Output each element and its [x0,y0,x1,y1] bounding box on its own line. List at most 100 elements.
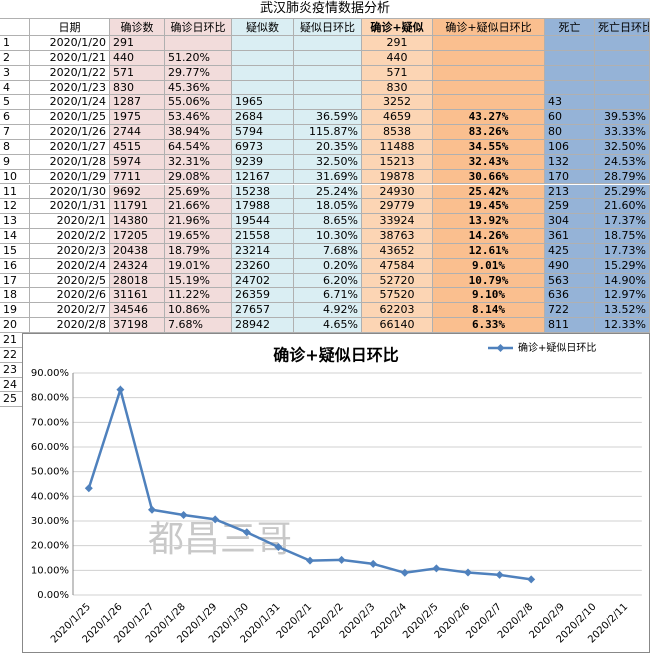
table-cell: 60 [545,110,595,126]
table-cell: 18.79% [165,243,232,259]
table-cell: 57520 [362,288,433,304]
table-cell: 4515 [110,139,165,155]
table-cell: 9692 [110,184,165,200]
table-cell: 23214 [232,243,294,259]
y-tick-label: 50.00% [31,467,69,478]
table-cell: 291 [110,36,165,51]
table-cell: 23260 [232,258,294,274]
legend-label: 确诊+疑似日环比 [518,341,596,354]
table-cell: 6.20% [294,273,362,289]
y-tick-label: 20.00% [31,541,69,552]
table-cell: 51.20% [165,50,232,66]
table-cell: 2020/1/20 [30,36,110,51]
table-cell: 106 [545,139,595,155]
marker [337,555,346,564]
table-cell [595,95,650,111]
table-cell: 11791 [110,199,165,215]
table-cell: 34546 [110,303,165,319]
table-cell: 2020/2/6 [30,288,110,304]
table-cell: 32.43% [433,154,545,170]
table-cell: 213 [545,184,595,200]
marker [274,543,283,552]
table-cell: 259 [545,199,595,215]
row-number: 18 [0,288,30,304]
table-cell: 4.92% [294,303,362,319]
table-cell [232,65,294,81]
header-cell: 疑似日环比 [294,18,362,36]
table-cell: 25.29% [595,184,650,200]
table-cell [545,65,595,81]
table-cell: 39.53% [595,110,650,126]
table-cell: 25.69% [165,184,232,200]
table-cell: 24930 [362,184,433,200]
table-cell: 43 [545,95,595,111]
table-cell: 64.54% [165,139,232,155]
table-cell: 636 [545,288,595,304]
header-cell [0,18,30,36]
table-cell: 15213 [362,154,433,170]
table-cell: 2020/1/22 [30,65,110,81]
table-cell: 20.35% [294,139,362,155]
table-cell: 2020/1/23 [30,80,110,96]
marker [464,568,472,577]
table-cell [232,80,294,96]
table-cell: 1975 [110,110,165,126]
table-cell: 9.01% [433,258,545,274]
table-cell: 6.71% [294,288,362,304]
table-cell: 2020/1/26 [30,125,110,140]
table-cell: 15.19% [165,273,232,289]
table-cell: 170 [545,169,595,185]
table-cell: 12167 [232,169,294,185]
table-cell: 12.97% [595,288,650,304]
table-cell: 811 [545,318,595,333]
table-cell: 47584 [362,258,433,274]
table-cell: 8.14% [433,303,545,319]
marker [179,511,188,520]
table-cell: 15238 [232,184,294,200]
table-cell: 7711 [110,169,165,185]
table-cell: 9239 [232,154,294,170]
table-cell: 17.73% [595,243,650,259]
table-cell: 21.66% [165,199,232,215]
table-cell: 38763 [362,229,433,244]
table-cell: 80 [545,125,595,140]
row-number: 14 [0,229,30,244]
row-number: 20 [0,318,30,333]
table-cell [294,50,362,66]
table-cell: 2020/1/25 [30,110,110,126]
table-cell: 29.77% [165,65,232,81]
table-cell: 14.26% [433,229,545,244]
table-cell: 13.92% [433,214,545,230]
table-cell [433,50,545,66]
table-cell [294,80,362,96]
table-cell: 5794 [232,125,294,140]
table-cell: 9.10% [433,288,545,304]
table-cell: 19544 [232,214,294,230]
table-cell [545,80,595,96]
table-cell: 14380 [110,214,165,230]
table-cell: 25.42% [433,184,545,200]
table-cell: 2020/2/5 [30,273,110,289]
table-cell: 115.87% [294,125,362,140]
table-cell: 6973 [232,139,294,155]
table-cell [595,80,650,96]
table-cell: 21.96% [165,214,232,230]
row-number: 15 [0,243,30,259]
table-cell: 52720 [362,273,433,289]
header-cell: 确诊+疑似 [362,18,433,36]
table-cell: 21558 [232,229,294,244]
table-cell: 18.75% [595,229,650,244]
table-cell: 571 [110,65,165,81]
table-cell [232,36,294,51]
table-cell: 7.68% [294,243,362,259]
table-cell: 17205 [110,229,165,244]
table-cell: 19.65% [165,229,232,244]
table-cell: 7.68% [165,318,232,333]
table-cell: 2020/1/28 [30,154,110,170]
row-number: 10 [0,169,30,185]
y-tick-label: 80.00% [31,393,69,404]
watermark: 都昌三哥 [148,519,292,560]
table-cell: 12.33% [595,318,650,333]
table-cell: 21.60% [595,199,650,215]
header-cell: 死亡 [545,18,595,36]
